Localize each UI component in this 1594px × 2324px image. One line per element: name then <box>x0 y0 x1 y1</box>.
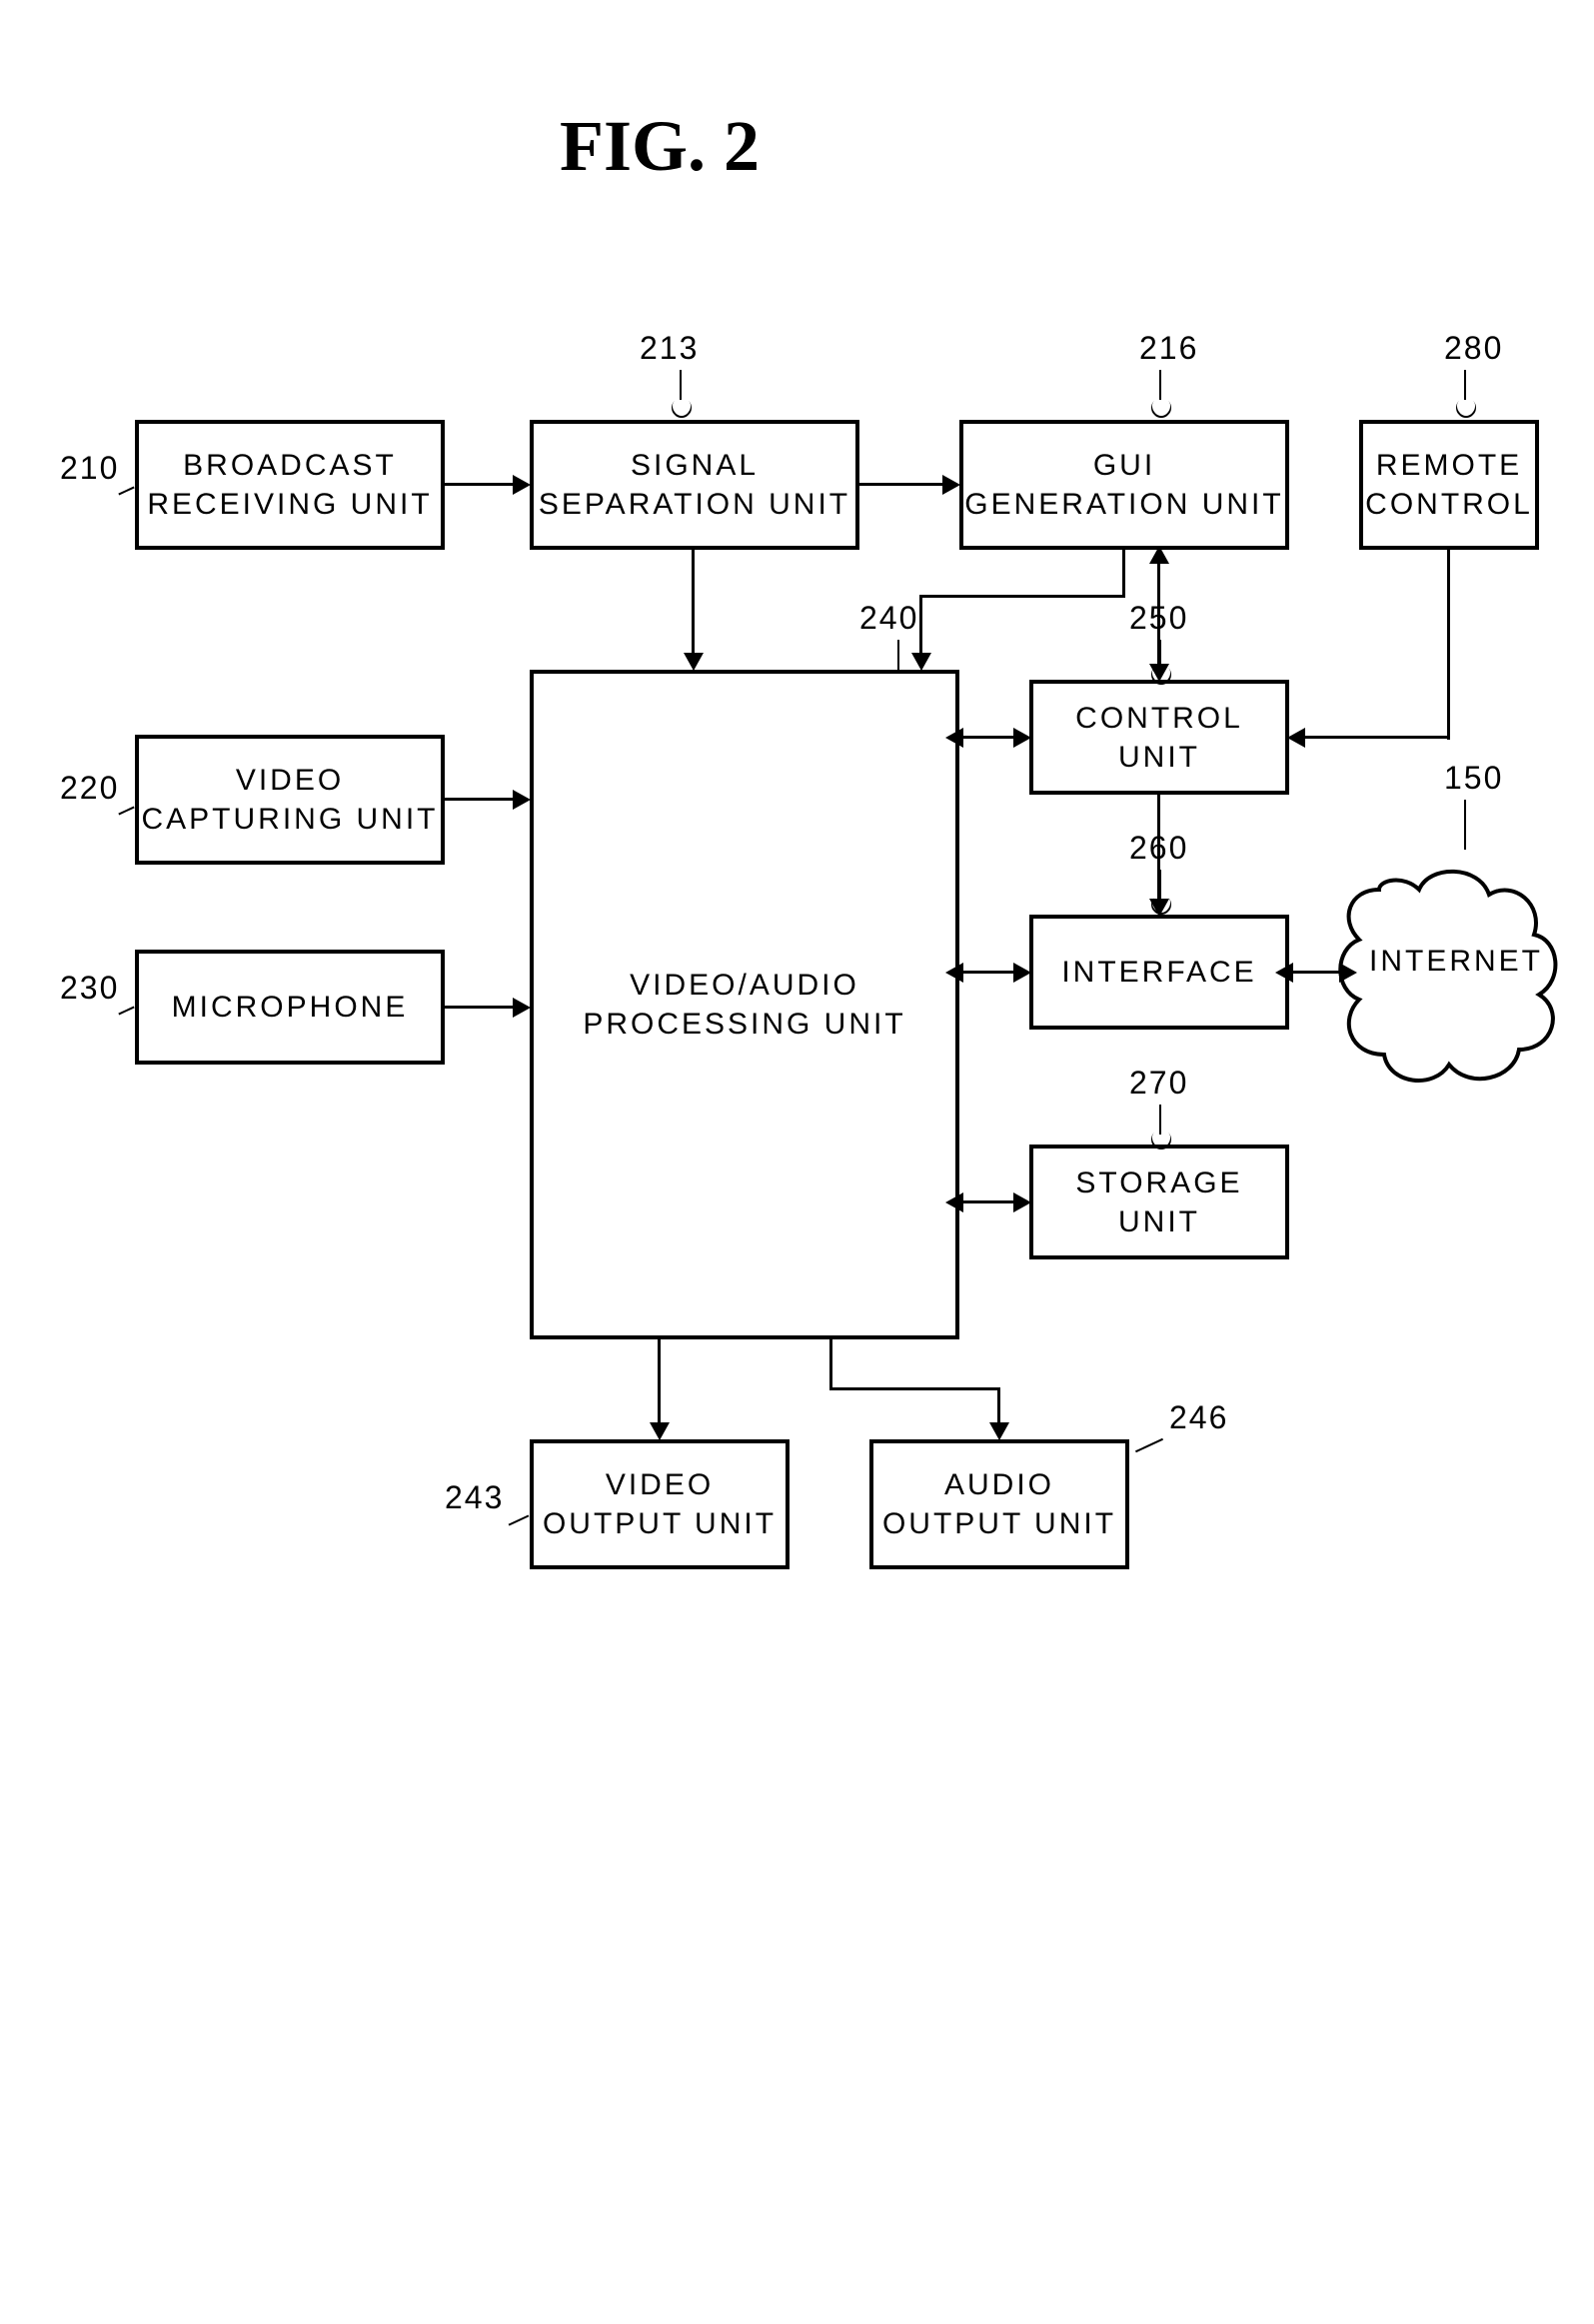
ref-243: 243 <box>445 1479 504 1516</box>
leader-curve-213 <box>668 394 696 422</box>
arrow-control-interface <box>1157 795 1160 903</box>
leader-240 <box>897 640 899 670</box>
leader-213 <box>680 370 682 400</box>
video-output-unit-box: VIDEO OUTPUT UNIT <box>530 1439 790 1569</box>
ref-220: 220 <box>60 770 119 807</box>
leader-230 <box>118 1007 134 1016</box>
gui-generation-unit-box: GUI GENERATION UNIT <box>959 420 1289 550</box>
arrow-gui-to-processing-h <box>919 595 1124 598</box>
arrowhead-processing-interface-l <box>945 963 963 983</box>
leader-246 <box>1135 1438 1163 1452</box>
signal-separation-unit-box: SIGNAL SEPARATION UNIT <box>530 420 859 550</box>
arrow-signal-to-processing <box>692 550 695 655</box>
arrow-remote-control-v <box>1447 550 1450 740</box>
arrowhead-processing-videoout <box>650 1422 670 1440</box>
figure-title: FIG. 2 <box>560 105 760 188</box>
leader-210 <box>118 487 134 496</box>
arrowhead-processing-control-l <box>945 728 963 748</box>
audio-output-unit-box: AUDIO OUTPUT UNIT <box>869 1439 1129 1569</box>
ref-216: 216 <box>1139 330 1198 367</box>
arrow-processing-audioout-v2 <box>997 1387 1000 1424</box>
arrow-gui-to-processing-v <box>919 598 922 656</box>
arrowhead-interface-internet-l <box>1275 963 1293 983</box>
arrowhead-processing-control-r <box>1013 728 1031 748</box>
broadcast-receiving-unit-box: BROADCAST RECEIVING UNIT <box>135 420 445 550</box>
video-audio-processing-unit-box: VIDEO/AUDIO PROCESSING UNIT <box>530 670 959 1339</box>
arrow-processing-storage <box>959 1200 1017 1203</box>
arrow-gui-to-processing-v2 <box>1122 550 1125 598</box>
internet-cloud-label: INTERNET <box>1369 945 1543 979</box>
leader-curve-280 <box>1452 394 1480 422</box>
arrowhead-signal-to-processing <box>684 653 704 671</box>
video-capturing-unit-box: VIDEO CAPTURING UNIT <box>135 735 445 865</box>
ref-270: 270 <box>1129 1065 1188 1102</box>
arrowhead-control-interface <box>1149 899 1169 917</box>
leader-150 <box>1464 800 1466 850</box>
arrow-processing-control <box>959 736 1017 739</box>
diagram-canvas: FIG. 2 BROADCAST RECEIVING UNIT 210 SIGN… <box>0 0 1594 2324</box>
ref-150: 150 <box>1444 760 1503 797</box>
arrowhead-processing-interface-r <box>1013 963 1031 983</box>
leader-216 <box>1159 370 1161 400</box>
arrow-control-gui <box>1157 560 1160 668</box>
arrowhead-control-gui-d <box>1149 664 1169 682</box>
leader-220 <box>118 807 134 816</box>
ref-246: 246 <box>1169 1399 1228 1436</box>
arrow-processing-interface <box>959 971 1017 974</box>
leader-280 <box>1464 370 1466 400</box>
arrow-signal-to-gui <box>859 483 944 486</box>
arrowhead-remote-control <box>1287 728 1305 748</box>
arrowhead-mic-to-processing <box>513 998 531 1018</box>
ref-240: 240 <box>859 600 918 637</box>
leader-243 <box>509 1514 530 1525</box>
arrow-remote-control-h <box>1301 736 1449 739</box>
arrowhead-interface-internet-r <box>1339 963 1357 983</box>
leader-curve-216 <box>1147 394 1175 422</box>
arrow-processing-videoout <box>658 1339 661 1424</box>
arrow-videocap-to-processing <box>445 798 515 801</box>
ref-210: 210 <box>60 450 119 487</box>
arrow-processing-audioout-v <box>829 1339 832 1389</box>
arrowhead-broadcast-to-signal <box>513 475 531 495</box>
ref-230: 230 <box>60 970 119 1007</box>
arrowhead-videocap-to-processing <box>513 790 531 810</box>
remote-control-box: REMOTE CONTROL <box>1359 420 1539 550</box>
arrowhead-processing-storage-l <box>945 1192 963 1212</box>
arrowhead-signal-to-gui <box>942 475 960 495</box>
ref-280: 280 <box>1444 330 1503 367</box>
control-unit-box: CONTROL UNIT <box>1029 680 1289 795</box>
arrow-interface-internet <box>1289 971 1344 974</box>
arrowhead-processing-storage-r <box>1013 1192 1031 1212</box>
arrow-broadcast-to-signal <box>445 483 515 486</box>
arrow-mic-to-processing <box>445 1006 515 1009</box>
arrowhead-control-gui-u <box>1149 546 1169 564</box>
ref-213: 213 <box>640 330 699 367</box>
arrowhead-gui-to-processing <box>911 653 931 671</box>
interface-box: INTERFACE <box>1029 915 1289 1030</box>
arrowhead-processing-audioout <box>989 1422 1009 1440</box>
arrow-processing-audioout-h <box>829 1387 999 1390</box>
storage-unit-box: STORAGE UNIT <box>1029 1145 1289 1259</box>
microphone-box: MICROPHONE <box>135 950 445 1065</box>
